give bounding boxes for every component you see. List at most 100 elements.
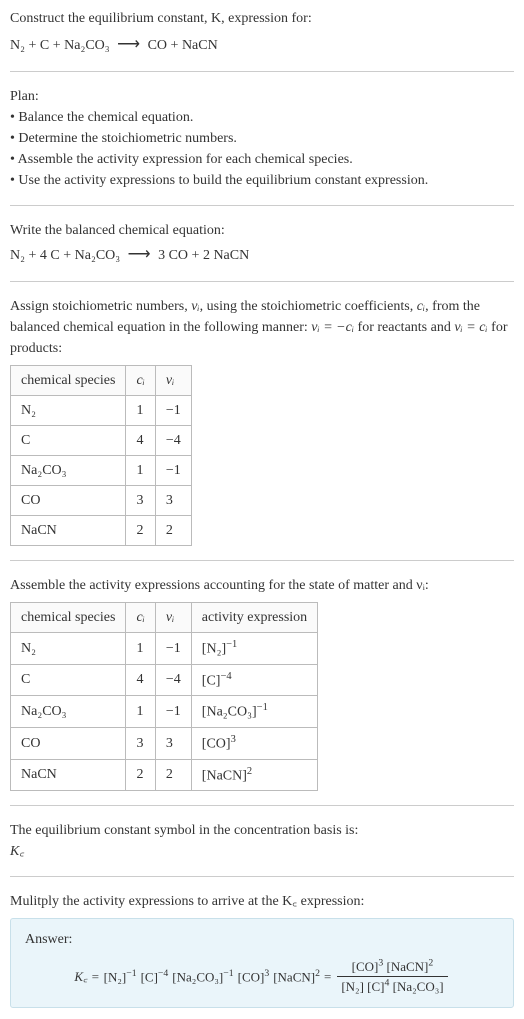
cell-species: Na₂CO₃ (11, 696, 126, 728)
cell-vi: 3 (155, 727, 191, 759)
divider (10, 805, 514, 806)
table-row: Na₂CO₃1−1[Na₂CO₃]−1 (11, 696, 318, 728)
table-header-row: chemical species cᵢ νᵢ (11, 366, 192, 396)
cell-vi: 3 (155, 486, 191, 516)
ci-symbol: cᵢ (417, 299, 425, 314)
den-term: [Na₂CO₃] (393, 979, 444, 994)
activity-table: chemical species cᵢ νᵢ activity expressi… (10, 602, 318, 791)
balanced-title: Write the balanced chemical equation: (10, 220, 514, 241)
table-row: NaCN22[NaCN]2 (11, 759, 318, 791)
term-exp: 4 (385, 978, 390, 989)
flat-term: [Na₂CO₃]−1 (172, 967, 233, 987)
plan-item: Balance the chemical equation. (10, 107, 514, 128)
cell-activity: [CO]3 (191, 727, 317, 759)
balanced-block: Write the balanced chemical equation: N₂… (10, 220, 514, 267)
flat-term: [NaCN]2 (273, 967, 320, 987)
table-row: N₂1−1 (11, 396, 192, 426)
activity-exp: 2 (247, 766, 252, 777)
table-row: CO33 (11, 486, 192, 516)
answer-box: Answer: K꜀ = [N₂]−1 [C]−4 [Na₂CO₃]−1 [CO… (10, 918, 514, 1008)
term-base: [NaCN] (273, 969, 315, 984)
cell-activity: [C]−4 (191, 664, 317, 696)
term-base: [N₂] (341, 979, 364, 994)
plan-item: Use the activity expressions to build th… (10, 170, 514, 191)
col-activity: activity expression (191, 603, 317, 633)
cell-species: NaCN (11, 759, 126, 791)
table-row: Na₂CO₃1−1 (11, 456, 192, 486)
nu-symbol: νᵢ (191, 299, 199, 314)
intro-eq-rhs: CO + NaCN (148, 38, 218, 53)
cell-ci: 1 (126, 696, 155, 728)
kc-symbol: K꜀ (10, 841, 514, 862)
plan-block: Plan: Balance the chemical equation. Det… (10, 86, 514, 191)
cell-activity: [NaCN]2 (191, 759, 317, 791)
activity-base: [NaCN] (202, 768, 247, 783)
activity-title: Assemble the activity expressions accoun… (10, 575, 514, 596)
denominator: [N₂] [C]4 [Na₂CO₃] (337, 977, 447, 997)
num-term: [CO]3 (352, 959, 384, 974)
stoich-table: chemical species cᵢ νᵢ N₂1−1 C4−4 Na₂CO₃… (10, 365, 192, 546)
flat-term: [N₂]−1 (104, 967, 137, 987)
intro-eq-lhs: N₂ + C + Na₂CO₃ (10, 38, 110, 53)
table-header-row: chemical species cᵢ νᵢ activity expressi… (11, 603, 318, 633)
cell-vi: −1 (155, 456, 191, 486)
cell-vi: −4 (155, 426, 191, 456)
col-vi: νᵢ (155, 366, 191, 396)
activity-base: [Na₂CO₃] (202, 705, 257, 720)
term-exp: −1 (126, 968, 136, 979)
intro-text: Construct the equilibrium constant, K, e… (10, 11, 312, 26)
stoich-eq2: νᵢ = cᵢ (454, 320, 487, 335)
table-row: CO33[CO]3 (11, 727, 318, 759)
cell-species: N₂ (11, 396, 126, 426)
cell-vi: −4 (155, 664, 191, 696)
table-row: C4−4[C]−4 (11, 664, 318, 696)
cell-ci: 4 (126, 664, 155, 696)
term-base: [NaCN] (387, 959, 429, 974)
stoich-text: for reactants and (354, 320, 454, 335)
divider (10, 876, 514, 877)
term-base: [C] (141, 969, 158, 984)
divider (10, 281, 514, 282)
cell-species: CO (11, 727, 126, 759)
num-term: [NaCN]2 (387, 959, 434, 974)
cell-ci: 2 (126, 759, 155, 791)
activity-exp: −1 (257, 702, 268, 713)
activity-base: [C] (202, 673, 221, 688)
cell-vi: −1 (155, 396, 191, 426)
cell-ci: 1 (126, 396, 155, 426)
plan-title: Plan: (10, 86, 514, 107)
term-exp: 3 (264, 968, 269, 979)
multiply-title: Mulitply the activity expressions to arr… (10, 891, 514, 912)
stoich-text: Assign stoichiometric numbers, (10, 299, 191, 314)
arrow-icon: ⟶ (128, 246, 151, 263)
cell-species: CO (11, 486, 126, 516)
divider (10, 205, 514, 206)
numerator: [CO]3 [NaCN]2 (348, 956, 438, 976)
intro-equation: N₂ + C + Na₂CO₃ ⟶ CO + NaCN (10, 33, 514, 57)
col-vi: νᵢ (155, 603, 191, 633)
cell-ci: 3 (126, 727, 155, 759)
balanced-rhs: 3 CO + 2 NaCN (158, 248, 249, 263)
intro-block: Construct the equilibrium constant, K, e… (10, 8, 514, 57)
col-ci: cᵢ (126, 603, 155, 633)
table-row: N₂1−1[N₂]−1 (11, 633, 318, 665)
term-exp: 2 (428, 957, 433, 968)
cell-ci: 3 (126, 486, 155, 516)
cell-species: C (11, 664, 126, 696)
term-base: [N₂] (104, 969, 127, 984)
term-exp: 3 (378, 957, 383, 968)
activity-exp: 3 (231, 734, 236, 745)
cell-ci: 1 (126, 633, 155, 665)
term-exp: −1 (223, 968, 233, 979)
cell-ci: 4 (126, 426, 155, 456)
activity-exp: −4 (220, 671, 231, 682)
cell-vi: −1 (155, 633, 191, 665)
den-term: [C]4 (367, 979, 389, 994)
table-row: NaCN22 (11, 516, 192, 546)
answer-label: Answer: (25, 929, 499, 950)
cell-species: C (11, 426, 126, 456)
cell-species: N₂ (11, 633, 126, 665)
term-base: [Na₂CO₃] (393, 979, 444, 994)
term-exp: −4 (158, 968, 168, 979)
balanced-equation: N₂ + 4 C + Na₂CO₃ ⟶ 3 CO + 2 NaCN (10, 243, 514, 267)
